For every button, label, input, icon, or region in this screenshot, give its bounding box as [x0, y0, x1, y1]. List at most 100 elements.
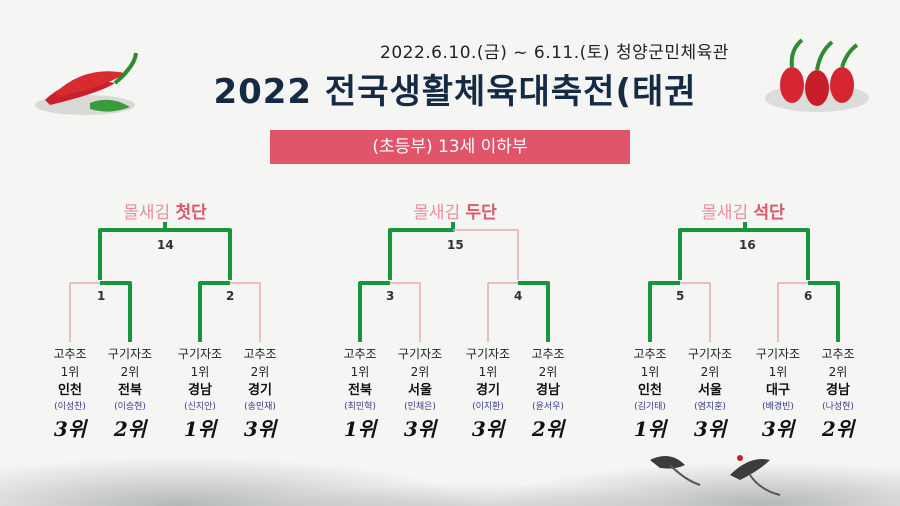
entry-place: 3위 — [243, 417, 277, 441]
bracket-d1-m2-right — [230, 282, 261, 342]
match-number-14: 14 — [157, 238, 174, 252]
category-banner: (초등부) 13세 이하부 — [270, 130, 630, 164]
entry-region: 전북 — [348, 383, 372, 398]
bracket-d3-m6-right — [808, 281, 840, 342]
chili-pepper-left-icon — [35, 52, 138, 115]
entry-group: 고추조 — [53, 347, 87, 361]
entry-region: 경기 — [248, 383, 272, 398]
bracket-d3-m5-right — [680, 282, 711, 342]
entry-group: 고추조 — [633, 347, 667, 361]
entry-d2-1: 고추조 1위 전북 (최민혁) 1위 — [330, 345, 390, 443]
crane-birds-icon — [650, 455, 781, 496]
entry-region: 인천 — [638, 383, 662, 398]
entry-athlete: (최민혁) — [344, 402, 376, 412]
entry-place: 1위 — [633, 417, 667, 441]
entry-group: 구기자조 — [107, 347, 153, 361]
entry-d1-1: 고추조 1위 인천 (이성찬) 3위 — [40, 345, 100, 443]
match-number-16: 16 — [739, 238, 756, 252]
entry-d1-2: 구기자조 2위 전북 (이승현) 2위 — [100, 345, 160, 443]
entry-region: 전북 — [118, 383, 142, 398]
bracket-d2-m4-right — [518, 281, 550, 342]
division-label-3: 몰새김 석단 — [701, 203, 785, 223]
match-number-4: 4 — [514, 289, 523, 303]
entry-athlete: (김기태) — [634, 402, 666, 412]
entry-athlete: (윤서우) — [532, 402, 564, 412]
entry-athlete: (이성찬) — [54, 402, 86, 412]
entry-region: 대구 — [766, 383, 790, 398]
entry-d1-3: 구기자조 1위 경남 (신지안) 1위 — [170, 345, 230, 443]
bracket-d3-m5-left — [648, 281, 680, 342]
bracket-d2-m3-right — [390, 282, 421, 342]
entry-group: 고추조 — [531, 347, 565, 361]
bracket-d1-final-left — [98, 228, 165, 280]
entry-region: 경남 — [536, 383, 560, 398]
pepper-bowl-right-icon — [765, 38, 869, 112]
bracket-d1-final-right — [163, 222, 232, 280]
bracket-d2-m4-left — [487, 282, 518, 342]
entry-d1-4: 고추조 2위 경기 (송민재) 3위 — [230, 345, 290, 443]
division-label-2: 몰새김 두단 — [413, 203, 497, 223]
division-label-1: 몰새김 첫단 — [123, 203, 207, 223]
entry-d3-4: 고추조 2위 경남 (나성현) 2위 — [808, 345, 868, 443]
entry-athlete: (나성현) — [822, 402, 854, 412]
ink-wash-background — [0, 386, 900, 506]
entry-place: 3위 — [471, 417, 505, 441]
match-number-5: 5 — [676, 289, 685, 303]
entry-group: 구기자조 — [687, 347, 733, 361]
entry-group: 고추조 — [343, 347, 377, 361]
entry-region: 경남 — [188, 383, 212, 398]
bracket-d3-m6-left — [777, 282, 808, 342]
entry-athlete: (신지안) — [184, 402, 216, 412]
entry-region: 경기 — [476, 383, 500, 398]
entry-seed: 1위 — [640, 365, 660, 379]
entry-seed: 2위 — [538, 365, 558, 379]
entry-place: 1위 — [343, 417, 377, 441]
entry-place: 2위 — [113, 417, 147, 441]
entry-group: 고추조 — [243, 347, 277, 361]
bracket-d1-m2-left — [198, 281, 230, 342]
event-date-venue: 2022.6.10.(금) ~ 6.11.(토) 청양군민체육관 — [380, 43, 729, 63]
page-title: 2022 전국생활체육대축전(태권 — [213, 72, 697, 112]
entry-d3-3: 구기자조 1위 대구 (배경빈) 3위 — [748, 345, 808, 443]
entry-place: 3위 — [403, 417, 437, 441]
entry-group: 고추조 — [821, 347, 855, 361]
bracket-d2-m3-left — [358, 281, 390, 342]
entry-region: 경남 — [826, 383, 850, 398]
entry-d2-3: 구기자조 1위 경기 (이지환) 3위 — [458, 345, 518, 443]
entry-athlete: (염지훈) — [694, 402, 726, 412]
entry-d2-2: 구기자조 2위 서울 (민채은) 3위 — [390, 345, 450, 443]
entry-place: 1위 — [183, 417, 217, 441]
match-number-3: 3 — [386, 289, 395, 303]
entry-place: 2위 — [821, 417, 855, 441]
entry-place: 3위 — [761, 417, 795, 441]
entry-place: 3위 — [53, 417, 87, 441]
entry-group: 구기자조 — [465, 347, 511, 361]
entry-seed: 1위 — [190, 365, 210, 379]
match-number-6: 6 — [804, 289, 813, 303]
entry-seed: 1위 — [60, 365, 80, 379]
entry-d3-1: 고추조 1위 인천 (김기태) 1위 — [620, 345, 680, 443]
entry-group: 구기자조 — [755, 347, 801, 361]
match-number-1: 1 — [97, 289, 106, 303]
entry-seed: 2위 — [250, 365, 270, 379]
entry-seed: 2위 — [828, 365, 848, 379]
match-number-2: 2 — [226, 289, 235, 303]
bracket-d2-final-left — [388, 222, 455, 280]
entry-d3-2: 구기자조 2위 서울 (염지훈) 3위 — [680, 345, 740, 443]
bracket-d1-m1-right — [100, 281, 132, 342]
entry-d2-4: 고추조 2위 경남 (윤서우) 2위 — [518, 345, 578, 443]
entry-athlete: (이지환) — [472, 402, 504, 412]
entry-athlete: (이승현) — [114, 402, 146, 412]
entry-athlete: (배경빈) — [762, 402, 794, 412]
entry-region: 인천 — [58, 383, 82, 398]
bracket-d3-final-left — [678, 222, 747, 280]
bracket-d1-m1-left — [69, 282, 100, 342]
entry-seed: 2위 — [700, 365, 720, 379]
bracket-d3-final-right — [745, 228, 810, 280]
entry-seed: 2위 — [120, 365, 140, 379]
entry-athlete: (민채은) — [404, 402, 436, 412]
entry-place: 3위 — [693, 417, 727, 441]
entry-group: 구기자조 — [397, 347, 443, 361]
entry-seed: 1위 — [350, 365, 370, 379]
